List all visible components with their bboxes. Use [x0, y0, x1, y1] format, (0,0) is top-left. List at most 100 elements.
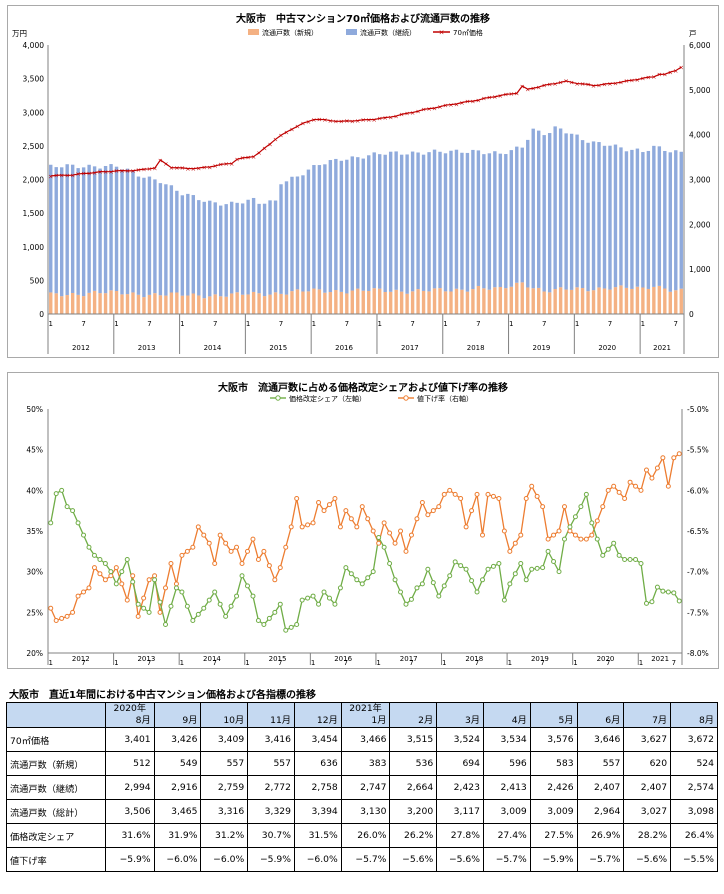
revision-share-point — [600, 552, 606, 558]
price-cut-rate-point — [75, 593, 81, 599]
price-cut-rate-point — [589, 532, 595, 538]
bar-new-listings — [460, 289, 464, 314]
revision-share-point — [343, 565, 349, 571]
bar-continuing-listings — [98, 168, 102, 294]
price-cut-rate-point — [551, 532, 557, 538]
price-point: × — [273, 136, 278, 144]
price-cut-rate-point — [381, 520, 387, 526]
price-point: × — [470, 97, 475, 105]
revision-share-point — [452, 559, 458, 565]
bar-new-listings — [652, 286, 656, 314]
table-cell: 3,130 — [340, 799, 391, 824]
revision-share-point — [556, 569, 562, 575]
price-cut-rate-point — [184, 548, 190, 554]
table-header-month: 2月 — [418, 715, 434, 726]
bar-continuing-listings — [558, 128, 563, 288]
table-header-cell: 12月 — [293, 702, 342, 728]
bar-continuing-listings — [580, 140, 585, 289]
price-cut-rate-point — [480, 532, 486, 538]
bar-new-listings — [504, 288, 508, 314]
bar-continuing-listings — [487, 153, 492, 290]
table-cell: 536 — [389, 751, 438, 776]
table-cell: 3,098 — [670, 799, 718, 824]
bar-continuing-listings — [246, 199, 250, 295]
table-cell: 27.8% — [436, 823, 484, 848]
price-point: × — [547, 81, 552, 89]
price-point: × — [284, 128, 289, 136]
price-cut-rate-point — [141, 595, 147, 601]
revision-share-point — [622, 556, 628, 562]
chart2-month-tick-label: 7 — [606, 659, 610, 667]
left-tick-label: 500 — [30, 276, 45, 285]
bar-continuing-listings — [388, 151, 393, 292]
price-point: × — [53, 172, 58, 180]
table-cell: 26.9% — [576, 823, 625, 848]
price-cut-rate-point — [611, 483, 617, 489]
price-point: × — [262, 144, 267, 152]
bar-new-listings — [613, 287, 618, 314]
price-cut-rate-point — [81, 589, 87, 595]
left-tick-label: 35% — [26, 527, 43, 536]
bar-continuing-listings — [515, 146, 519, 283]
bar-continuing-listings — [306, 169, 311, 292]
bar-continuing-listings — [575, 134, 579, 288]
table-cell: 2,574 — [670, 775, 718, 800]
chart1-year-label: 2012 — [72, 344, 90, 352]
table-cell: 3,466 — [340, 727, 391, 752]
bar-new-listings — [279, 293, 283, 314]
table-cell: 3,401 — [104, 727, 155, 752]
revision-share-point — [649, 599, 655, 605]
chart2-year-label: 2018 — [465, 655, 483, 663]
table-cell: 2,413 — [482, 775, 531, 800]
revision-share-point — [447, 573, 453, 579]
price-point: × — [328, 117, 333, 125]
table-header-month: 11月 — [270, 715, 291, 726]
bar-continuing-listings — [657, 146, 662, 286]
bar-continuing-listings — [542, 135, 546, 292]
price-cut-rate-point — [676, 451, 682, 457]
bar-new-listings — [54, 293, 58, 314]
bar-new-listings — [635, 286, 640, 314]
price-point: × — [344, 117, 349, 125]
price-point: × — [229, 160, 234, 168]
price-cut-rate-point — [124, 597, 130, 603]
revision-share-point — [119, 569, 125, 575]
price-point: × — [240, 154, 245, 162]
bar-continuing-listings — [268, 200, 272, 295]
table-cell: 583 — [529, 751, 578, 776]
price-point: × — [448, 101, 453, 109]
price-cut-rate-point — [255, 556, 261, 562]
bar-continuing-listings — [668, 152, 672, 292]
bar-continuing-listings — [553, 126, 557, 290]
table-cell: 2,758 — [293, 775, 342, 800]
price-point: × — [339, 118, 344, 126]
bar-new-listings — [136, 294, 141, 314]
bar-continuing-listings — [147, 176, 152, 295]
bar-continuing-listings — [345, 159, 349, 294]
bar-continuing-listings — [235, 202, 239, 293]
table-cell: 31.5% — [293, 823, 342, 848]
table-header-month: 6月 — [605, 715, 621, 726]
table-cell: 3,515 — [389, 727, 438, 752]
table-row-label: 流通戸数（新規） — [6, 751, 106, 776]
bar-continuing-listings — [586, 142, 590, 292]
price-cut-rate-point — [496, 495, 502, 501]
chart2-month-tick-label: 1 — [180, 659, 184, 667]
price-point: × — [306, 118, 311, 126]
table-cell: 3,646 — [576, 727, 625, 752]
bar-new-listings — [646, 288, 651, 314]
bar-continuing-listings — [87, 164, 91, 293]
price-point: × — [218, 161, 223, 169]
table-cell: 3,426 — [153, 727, 202, 752]
table-cell: 3,329 — [247, 799, 295, 824]
price-point: × — [207, 163, 212, 171]
bar-continuing-listings — [416, 152, 420, 290]
bar-new-listings — [515, 282, 519, 314]
chart2-year-label: 2016 — [334, 655, 352, 663]
chart1-year-label: 2019 — [533, 344, 551, 352]
chart1-month-tick-label: 1 — [641, 320, 645, 328]
bar-new-listings — [586, 291, 590, 314]
price-cut-rate-point — [370, 528, 376, 534]
bar-new-listings — [350, 290, 354, 314]
table-header-cell: 10月 — [200, 702, 249, 728]
